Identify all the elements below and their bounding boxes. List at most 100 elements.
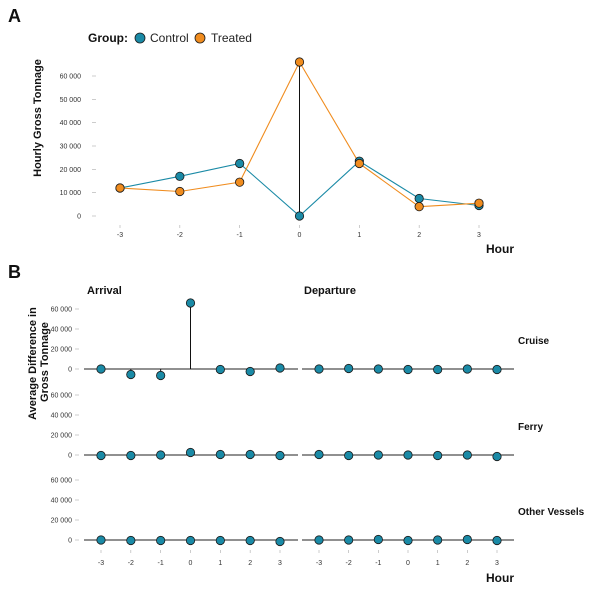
y-axis-title-b-line2: Gross Tonnage: [39, 322, 51, 402]
panel-a: A Group: Control Treated Hourly Gross To…: [8, 6, 514, 256]
y-tick-label: 60 000: [51, 393, 73, 400]
panel-b: B Average Difference in Gross Tonnage Ar…: [8, 262, 585, 585]
data-point: [344, 450, 354, 461]
data-point: [126, 450, 136, 461]
data-point-treated: [414, 202, 424, 212]
data-point: [462, 364, 472, 374]
data-point: [96, 535, 106, 545]
x-tick-label: 1: [357, 232, 361, 239]
y-tick-label: 40 000: [51, 413, 73, 420]
data-point: [126, 369, 136, 380]
data-point: [156, 535, 166, 546]
legend-label-treated: Treated: [211, 31, 252, 45]
y-axis-title-a: Hourly Gross Tonnage: [32, 59, 44, 177]
y-tick-label: 40 000: [51, 498, 73, 505]
y-tick-label: 40 000: [51, 327, 73, 334]
facet-row-label-ferry: Ferry: [518, 422, 543, 433]
x-tick-label: 0: [406, 560, 410, 567]
data-point-treated: [294, 57, 305, 67]
legend-label-control: Control: [150, 31, 189, 45]
x-tick-label: 2: [465, 560, 469, 567]
data-point: [344, 363, 354, 374]
y-tick-label: 0: [68, 538, 72, 545]
data-point: [403, 364, 413, 375]
x-tick-label: -3: [117, 232, 123, 239]
x-axis-title-b: Hour: [486, 571, 514, 585]
y-tick-label: 20 000: [51, 518, 73, 525]
plot-area-b: 0 20 000 40 000 60 000 0 20 000 40 000 60 000 0 2…: [51, 298, 514, 567]
y-tick-label: 20 000: [51, 433, 73, 440]
data-point: [245, 366, 255, 377]
data-point: [314, 364, 324, 374]
data-point-treated: [175, 186, 185, 197]
data-point-control: [175, 171, 185, 181]
data-point-treated: [235, 177, 245, 187]
facet-row-label-cruise: Cruise: [518, 336, 550, 347]
data-point: [215, 364, 225, 375]
data-point: [314, 449, 324, 460]
facet-col-label-arrival: Arrival: [87, 285, 122, 297]
panel-b-label: B: [8, 262, 21, 282]
data-point: [403, 450, 413, 460]
data-point: [344, 535, 354, 545]
data-point: [245, 535, 255, 546]
x-tick-label: -2: [346, 560, 352, 567]
data-point: [373, 450, 383, 460]
data-point-treated: [115, 183, 125, 193]
data-point: [215, 535, 225, 546]
x-axis-title-a: Hour: [486, 242, 514, 256]
data-point: [96, 450, 106, 461]
x-tick-label: -1: [158, 560, 164, 567]
data-point: [275, 450, 285, 461]
y-tick-label: 60 000: [51, 478, 73, 485]
data-point-control: [414, 193, 424, 204]
x-tick-label: 0: [189, 560, 193, 567]
data-point: [275, 363, 285, 373]
y-tick-label: 50 000: [60, 97, 82, 104]
x-tick-label: -3: [316, 560, 322, 567]
data-point: [156, 450, 166, 460]
data-point: [373, 364, 383, 374]
y-tick-label: 20 000: [51, 347, 73, 354]
legend: Group: Control Treated: [88, 31, 252, 45]
data-point: [185, 298, 196, 308]
y-tick-label: 10 000: [60, 190, 82, 197]
data-point: [433, 364, 443, 375]
x-tick-label: -1: [375, 560, 381, 567]
data-point-control: [294, 211, 305, 221]
y-tick-label: 20 000: [60, 167, 82, 174]
data-point: [185, 535, 196, 546]
y-tick-label: 60 000: [51, 307, 73, 314]
plot-area-a: 0 10 000 20 000 30 000 40 000 50 000 60 000 -3 -…: [60, 57, 484, 239]
x-tick-label: 1: [218, 560, 222, 567]
data-point: [215, 449, 225, 460]
data-point: [492, 364, 502, 375]
legend-swatch-control: [134, 32, 146, 44]
x-tick-label: 3: [278, 560, 282, 567]
x-tick-label: -3: [98, 560, 104, 567]
y-tick-label: 0: [68, 367, 72, 374]
data-point-treated: [474, 198, 484, 208]
data-point: [96, 364, 106, 374]
x-tick-label: 2: [417, 232, 421, 239]
x-tick-label: -2: [177, 232, 183, 239]
x-tick-label: 1: [436, 560, 440, 567]
x-tick-label: 3: [477, 232, 481, 239]
data-point: [492, 451, 502, 462]
facet-row-label-other-vessels: Other Vessels: [518, 507, 585, 518]
data-point: [433, 535, 443, 545]
data-point: [403, 535, 413, 546]
data-point: [373, 534, 383, 545]
x-tick-label: 2: [248, 560, 252, 567]
y-tick-label: 0: [77, 214, 81, 221]
panel-a-label: A: [8, 6, 21, 26]
x-tick-label: -1: [237, 232, 243, 239]
data-point: [126, 535, 136, 546]
facet-col-label-departure: Departure: [304, 285, 356, 297]
data-point: [185, 447, 196, 458]
data-point: [245, 449, 255, 460]
data-point-treated: [354, 158, 364, 169]
data-point: [492, 535, 502, 546]
data-point: [275, 536, 285, 547]
